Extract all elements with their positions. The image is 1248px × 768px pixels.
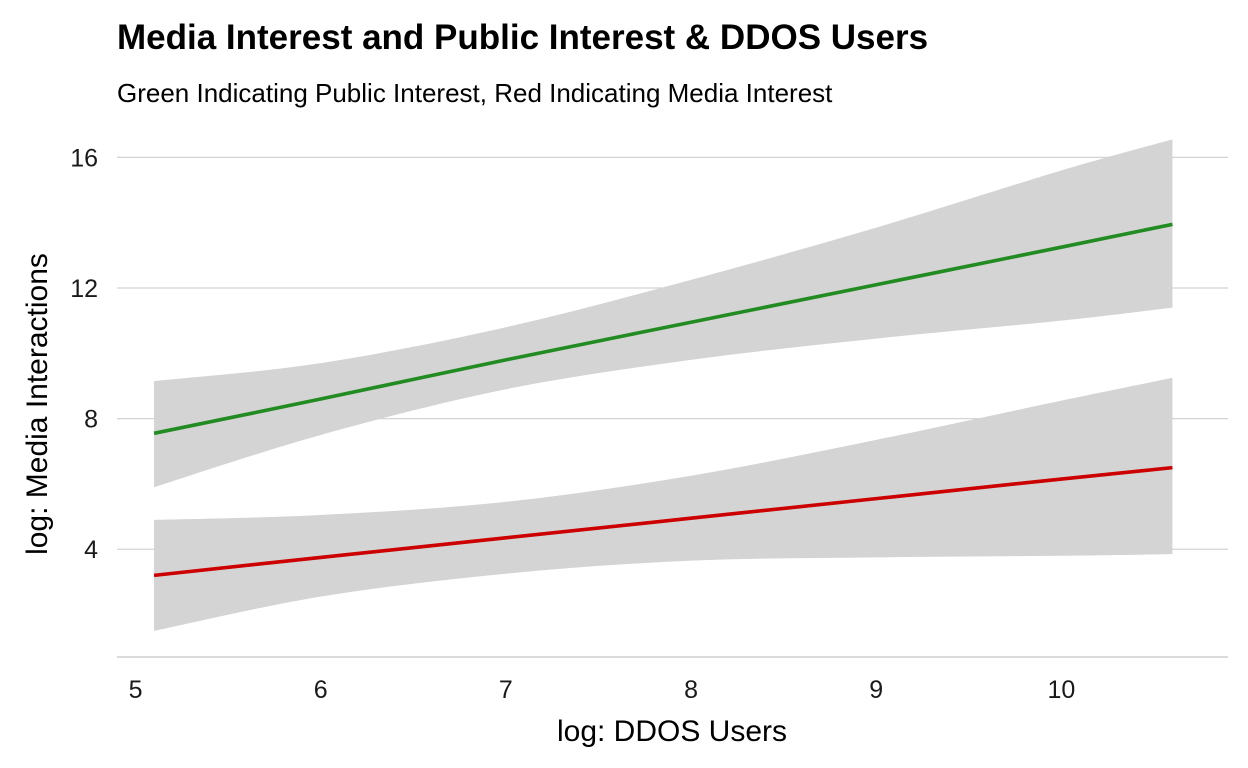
- y-axis-label: log: Media Interactions: [21, 253, 54, 555]
- confidence-ribbon-1: [154, 377, 1173, 631]
- y-tick-label: 16: [70, 144, 98, 172]
- y-tick-label: 4: [84, 536, 98, 564]
- x-tick-label: 8: [684, 676, 698, 704]
- confidence-ribbons: [154, 139, 1173, 631]
- chart-subtitle: Green Indicating Public Interest, Red In…: [117, 78, 833, 108]
- x-axis-ticks: 5 6 7 8 9 10: [129, 676, 1076, 704]
- series-line-1: [153, 465, 1173, 578]
- y-axis-ticks: 4 8 12 16: [70, 144, 98, 564]
- x-tick-label: 6: [314, 676, 328, 704]
- x-tick-label: 5: [129, 676, 143, 704]
- x-axis-label: log: DDOS Users: [557, 715, 787, 748]
- series-line-0: [153, 222, 1173, 436]
- x-tick-label: 9: [869, 676, 883, 704]
- x-tick-label: 10: [1047, 676, 1075, 704]
- series-lines: [153, 222, 1173, 578]
- chart-title: Media Interest and Public Interest & DDO…: [117, 18, 928, 57]
- y-tick-label: 12: [70, 275, 98, 303]
- y-tick-label: 8: [84, 406, 98, 434]
- confidence-ribbon-0: [154, 139, 1173, 488]
- x-tick-label: 7: [499, 676, 513, 704]
